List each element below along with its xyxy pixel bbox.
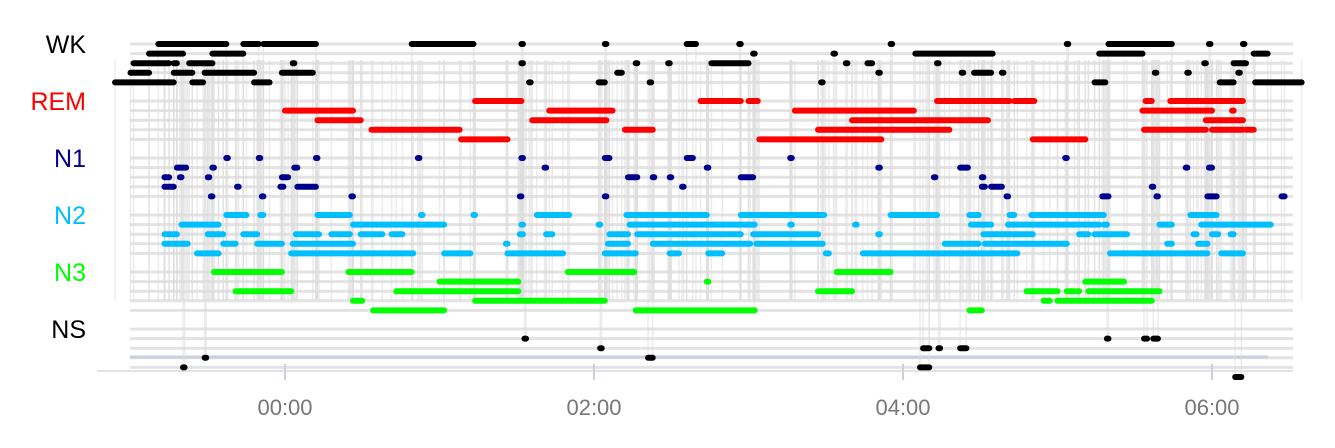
stage-label-n3: N3	[54, 259, 86, 287]
stage-label-ns: NS	[51, 316, 86, 344]
stage-label-n1: N1	[54, 145, 86, 173]
stage-segments	[112, 41, 1305, 380]
transition-lines	[114, 44, 1303, 377]
x-tick-label: 02:00	[566, 395, 621, 420]
stage-label-wk: WK	[46, 31, 87, 59]
stage-label-rem: REM	[30, 88, 86, 116]
x-tick-label: 04:00	[875, 395, 930, 420]
stage-label-n2: N2	[54, 202, 86, 230]
x-tick-label: 06:00	[1184, 395, 1239, 420]
x-axis-ticks: 00:00 02:00 04:00 06:00	[257, 395, 1239, 420]
x-tick-label: 00:00	[257, 395, 312, 420]
y-axis-labels: WK REM N1 N2 N3 NS	[30, 31, 86, 344]
